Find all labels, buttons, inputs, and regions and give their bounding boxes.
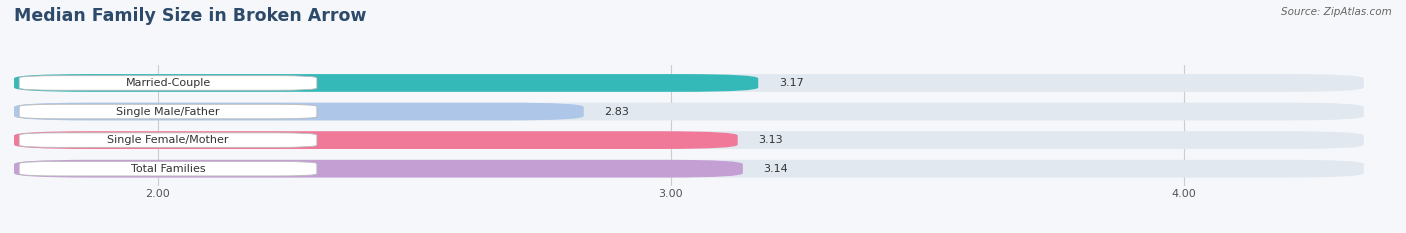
Text: Source: ZipAtlas.com: Source: ZipAtlas.com <box>1281 7 1392 17</box>
FancyBboxPatch shape <box>14 74 1364 92</box>
FancyBboxPatch shape <box>14 131 738 149</box>
Text: 3.17: 3.17 <box>779 78 803 88</box>
FancyBboxPatch shape <box>14 103 1364 120</box>
FancyBboxPatch shape <box>14 160 742 178</box>
Text: Single Female/Mother: Single Female/Mother <box>107 135 229 145</box>
FancyBboxPatch shape <box>14 131 1364 149</box>
FancyBboxPatch shape <box>20 133 316 147</box>
Text: Median Family Size in Broken Arrow: Median Family Size in Broken Arrow <box>14 7 367 25</box>
Text: Total Families: Total Families <box>131 164 205 174</box>
Text: 3.13: 3.13 <box>758 135 783 145</box>
Text: 3.14: 3.14 <box>763 164 789 174</box>
FancyBboxPatch shape <box>20 76 316 90</box>
FancyBboxPatch shape <box>14 74 758 92</box>
Text: Single Male/Father: Single Male/Father <box>117 106 219 116</box>
FancyBboxPatch shape <box>20 104 316 119</box>
FancyBboxPatch shape <box>20 161 316 176</box>
FancyBboxPatch shape <box>14 160 1364 178</box>
Text: 2.83: 2.83 <box>605 106 628 116</box>
Text: Married-Couple: Married-Couple <box>125 78 211 88</box>
FancyBboxPatch shape <box>14 103 583 120</box>
